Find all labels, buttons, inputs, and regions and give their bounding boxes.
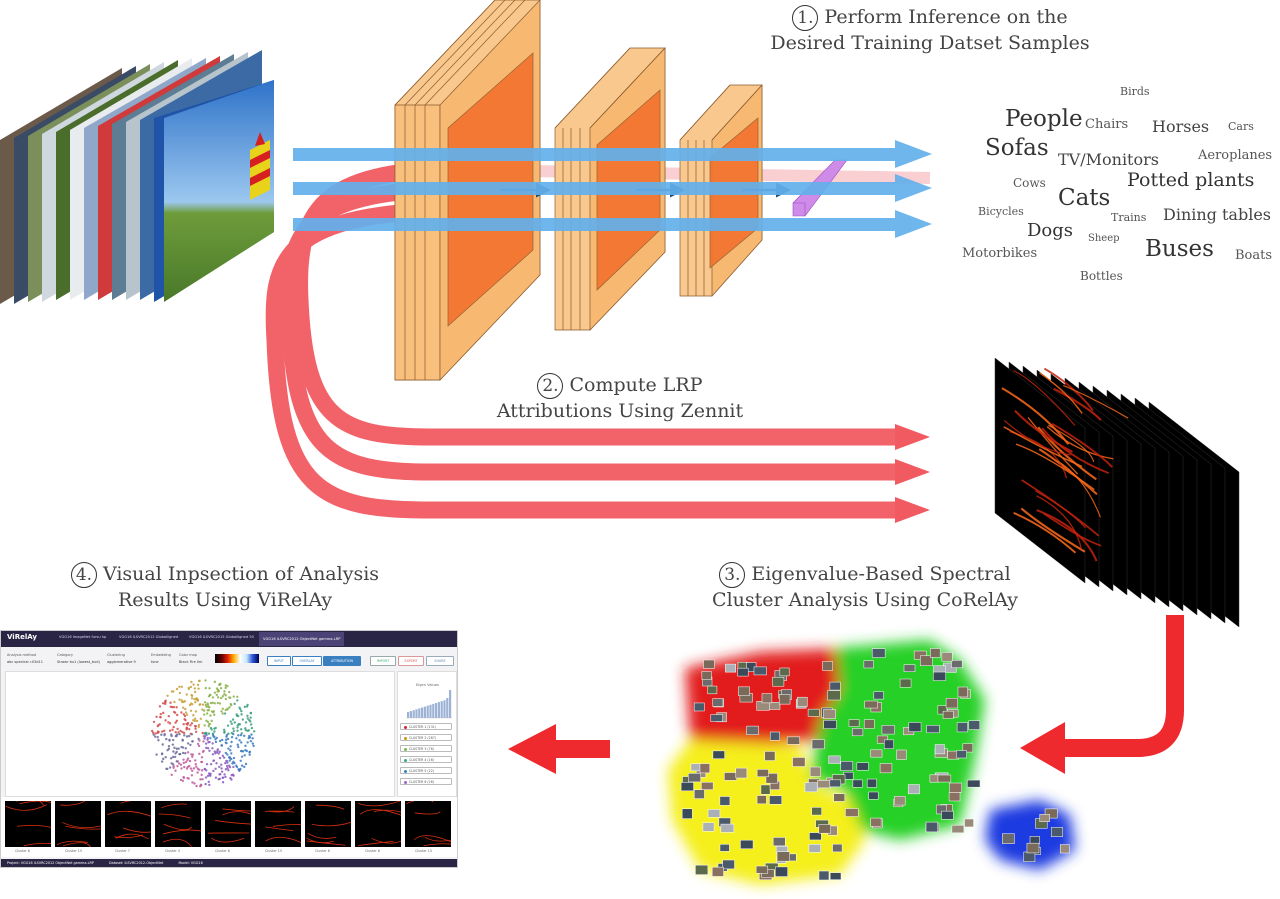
attribution-thumb[interactable] xyxy=(255,801,301,847)
thumb-label: Cluster 6 xyxy=(15,849,30,853)
app-footer: Project: VGG16 ILSVRC2012 ObjectNet gamm… xyxy=(1,859,457,867)
export-button[interactable]: EXPORT xyxy=(398,656,424,666)
thumb-label: Cluster 6 xyxy=(315,849,330,853)
cluster-5-button[interactable]: CLUSTER 5 (22) xyxy=(400,767,452,774)
class-label: TV/Monitors xyxy=(1058,150,1159,169)
share-button[interactable]: SHARE xyxy=(426,656,454,666)
class-label: Boats xyxy=(1235,248,1273,263)
attribution-view-button[interactable]: ATTRIBUTION xyxy=(323,656,361,666)
embedding-scatter[interactable] xyxy=(6,672,394,796)
class-label: Horses xyxy=(1152,117,1210,136)
thumb-label: Cluster 7 xyxy=(115,849,130,853)
class-label: Bottles xyxy=(1080,269,1123,283)
thumb-label: Cluster 15 xyxy=(415,849,432,853)
cluster-4-button[interactable]: CLUSTER 4 (16) xyxy=(400,756,452,763)
input-view-button[interactable]: INPUT xyxy=(267,656,291,666)
clustering-select[interactable]: Clustering agglomerative 9 xyxy=(107,653,136,664)
analysis-method-select[interactable]: Analysis method abc spectral r.03d11 xyxy=(7,653,43,664)
inference-arrows xyxy=(293,140,932,238)
class-label: Cows xyxy=(1013,176,1046,190)
class-label: Aeroplanes xyxy=(1198,148,1273,163)
thumb-label: Cluster 4 xyxy=(165,849,180,853)
embedding-select[interactable]: Embedding tsne xyxy=(151,653,171,664)
footer-project: Project: VGG16 ILSVRC2012 ObjectNet gamm… xyxy=(7,861,94,865)
cluster-6-button[interactable]: CLUSTER 6 (26) xyxy=(400,778,452,785)
attribution-thumb[interactable] xyxy=(5,801,51,847)
class-label: Sofas xyxy=(985,135,1049,161)
attribution-thumb[interactable] xyxy=(305,801,351,847)
thumb-label: Cluster 15 xyxy=(265,849,282,853)
class-label: Cats xyxy=(1058,185,1111,211)
step-4-title: 4. Visual Inpsection of Analysis Results … xyxy=(55,562,395,613)
class-label: People xyxy=(1005,106,1083,132)
inspect-arrow xyxy=(508,724,610,774)
step-3-title: 3. Eigenvalue-Based Spectral Cluster Anal… xyxy=(712,562,1018,611)
virelay-window: ViRelAy VGG16 ImageNet fursu hp VGG16 IL… xyxy=(0,630,458,868)
class-label: Cars xyxy=(1228,120,1254,133)
app-topbar: ViRelAy VGG16 ImageNet fursu hp VGG16 IL… xyxy=(1,631,457,647)
class-label: Bicycles xyxy=(978,205,1024,218)
attribution-thumb[interactable] xyxy=(155,801,201,847)
attribution-thumb[interactable] xyxy=(355,801,401,847)
tab-project-2[interactable]: VGG16 ILSVRC2012 Globalligned xyxy=(119,635,179,639)
class-label: Potted plants xyxy=(1127,169,1255,191)
class-label: Birds xyxy=(1120,85,1150,98)
thumb-label: Cluster 6 xyxy=(365,849,380,853)
class-label: Dining tables xyxy=(1163,205,1272,224)
class-label: Chairs xyxy=(1085,117,1129,132)
cluster-arrow xyxy=(1020,615,1184,774)
footer-model: Model: VGG16 xyxy=(178,861,203,865)
class-label: Sheep xyxy=(1088,233,1120,244)
cluster-1-button[interactable]: CLUSTER 1 (131) xyxy=(400,723,452,730)
thumb-label: Cluster 6 xyxy=(215,849,230,853)
attribution-thumb[interactable] xyxy=(55,801,101,847)
app-brand: ViRelAy xyxy=(7,633,37,641)
attribution-thumb[interactable] xyxy=(205,801,251,847)
footer-dataset: Dataset: ILSVRC2012-ObjectNet xyxy=(109,861,164,865)
class-label: Trains xyxy=(1111,211,1147,224)
step-1-title: 1. Perform Inference on the Desired Train… xyxy=(770,5,1090,54)
eigen-title: Eigen Values xyxy=(416,683,439,687)
cluster-thumbnails xyxy=(680,648,1070,881)
attribution-thumb[interactable] xyxy=(405,801,451,847)
overlay-view-button[interactable]: OVERLAY xyxy=(292,656,322,666)
embedding-panel[interactable] xyxy=(5,671,395,797)
import-button[interactable]: IMPORT xyxy=(370,656,396,666)
class-label: Buses xyxy=(1145,236,1214,262)
tab-project-3[interactable]: VGG16 ILSVRC2015 Globalligned 50 xyxy=(189,635,254,639)
color-map-select[interactable]: Color map Black Fire Ilm xyxy=(179,653,203,664)
input-image-stack xyxy=(0,50,274,304)
class-label: Motorbikes xyxy=(962,246,1038,261)
cluster-3-button[interactable]: CLUSTER 3 (76) xyxy=(400,745,452,752)
class-label: Dogs xyxy=(1027,220,1074,241)
category-select[interactable]: Category Strawr bu1 (lowest_bud) xyxy=(57,653,100,664)
attribution-thumb[interactable] xyxy=(105,801,151,847)
tab-project-1[interactable]: VGG16 ImageNet fursu hp xyxy=(59,635,107,639)
thumb-label: Cluster 15 xyxy=(65,849,82,853)
step-2-title: 2. Compute LRP Attributions Using Zennit xyxy=(496,373,744,422)
cluster-2-button[interactable]: CLUSTER 2 (287) xyxy=(400,734,452,741)
heatmap-stack xyxy=(994,357,1240,628)
color-map-preview xyxy=(215,654,259,663)
tab-project-4[interactable]: VGG16 ILSVRC2012 ObjectNet gamma-LRP xyxy=(259,632,345,646)
eigenvalue-chart xyxy=(406,690,452,719)
